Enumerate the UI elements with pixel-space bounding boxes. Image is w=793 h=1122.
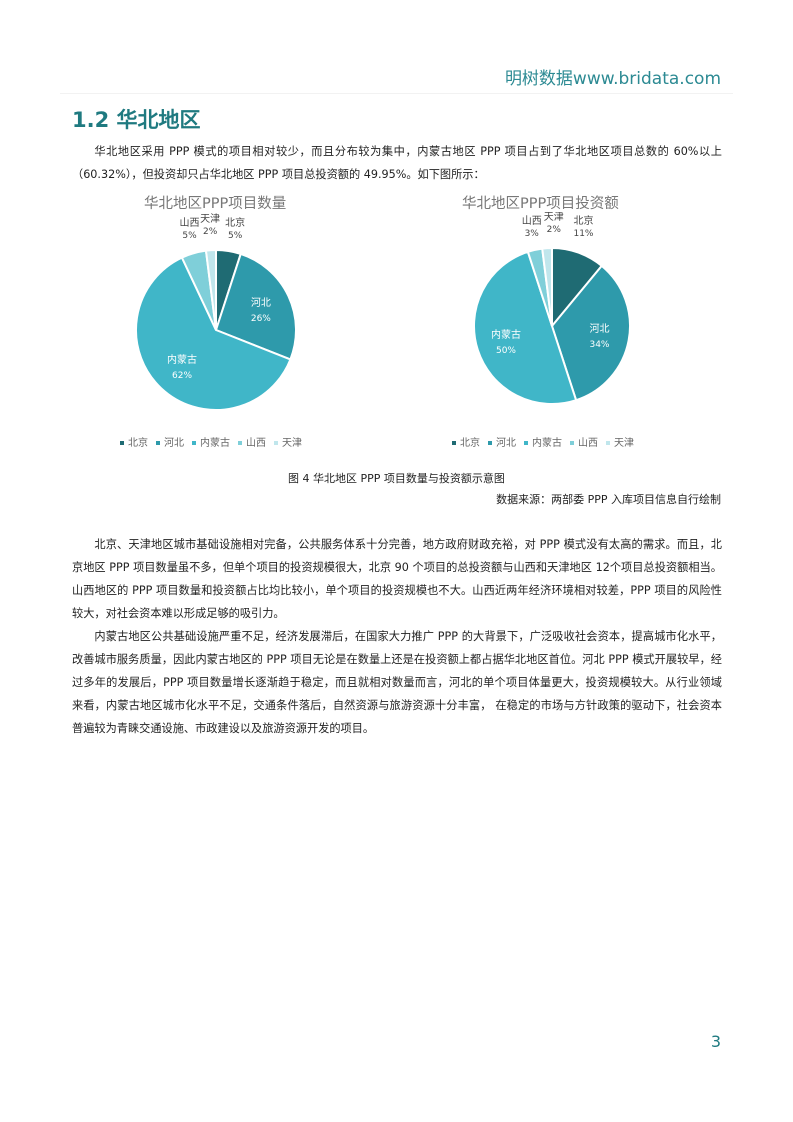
slice-label-category: 山西 bbox=[522, 215, 542, 227]
chart-title-count: 华北地区PPP项目数量 bbox=[144, 196, 287, 212]
legend-label: 北京 bbox=[460, 438, 480, 449]
legend-item: 北京 bbox=[120, 434, 148, 449]
slice-label-value: 2% bbox=[547, 225, 562, 235]
legend-swatch bbox=[238, 441, 242, 445]
pie-chart-investment: 河北 34% 内蒙古 50% 山西 3% 天津 2% 北京 11% bbox=[473, 212, 631, 405]
slice-label-category: 内蒙古 bbox=[167, 353, 197, 366]
slice-label-category: 河北 bbox=[590, 323, 610, 335]
page-number: 3 bbox=[710, 1032, 721, 1051]
legend-swatch bbox=[606, 441, 610, 445]
slice-label-category: 河北 bbox=[251, 297, 271, 309]
legend-label: 内蒙古 bbox=[200, 438, 230, 449]
figure-source: 数据来源：两部委 PPP 入库项目信息自行绘制 bbox=[496, 493, 721, 506]
slice-label-category: 天津 bbox=[544, 212, 564, 223]
brand-header: 明树数据www.bridata.com bbox=[504, 69, 721, 89]
slice-label-category: 山西 bbox=[179, 217, 199, 229]
slice-label-value: 26% bbox=[251, 314, 271, 324]
legend-swatch bbox=[488, 441, 492, 445]
legend-item: 北京 bbox=[452, 434, 480, 449]
legend-swatch bbox=[192, 441, 196, 445]
pie-slice-天津 bbox=[204, 248, 217, 331]
pie-slice-内蒙古 bbox=[473, 250, 578, 405]
legend-item: 内蒙古 bbox=[192, 434, 230, 449]
paragraph-2: 内蒙古地区公共基础设施严重不足，经济发展滞后，在国家大力推广 PPP 的大背景下… bbox=[72, 630, 722, 735]
slice-label-value: 3% bbox=[525, 229, 540, 239]
legend-investment: 北京 河北 内蒙古 山西 天津 bbox=[452, 434, 634, 449]
slice-label-category: 天津 bbox=[200, 213, 220, 225]
slice-label-value: 62% bbox=[172, 371, 192, 381]
section-title: 1.2 华北地区 bbox=[72, 108, 201, 132]
slice-label-value: 5% bbox=[182, 231, 197, 241]
legend-swatch bbox=[274, 441, 278, 445]
slice-label-value: 5% bbox=[228, 231, 243, 241]
slice-label-value: 11% bbox=[573, 229, 593, 239]
legend-swatch bbox=[452, 441, 456, 445]
legend-swatch bbox=[156, 441, 160, 445]
legend-label: 河北 bbox=[164, 438, 184, 449]
intro-paragraph: 华北地区采用 PPP 模式的项目相对较少，而且分布较为集中，内蒙古地区 PPP … bbox=[72, 145, 722, 181]
legend-item: 山西 bbox=[570, 434, 598, 449]
paragraph-1: 北京、天津地区城市基础设施相对完备，公共服务体系十分完善，地方政府财政充裕，对 … bbox=[72, 538, 722, 620]
legend-swatch bbox=[570, 441, 574, 445]
slice-label-category: 北京 bbox=[574, 214, 594, 227]
legend-label: 天津 bbox=[614, 438, 634, 449]
legend-item: 河北 bbox=[488, 434, 516, 449]
slice-label-category: 北京 bbox=[225, 216, 245, 229]
legend-label: 河北 bbox=[496, 438, 516, 449]
slice-label-value: 50% bbox=[496, 346, 516, 356]
figure-caption: 图 4 华北地区 PPP 项目数量与投资额示意图 bbox=[288, 472, 505, 485]
legend-label: 山西 bbox=[246, 438, 266, 449]
pie-slice-河北 bbox=[550, 264, 631, 402]
slice-label-value: 34% bbox=[589, 340, 609, 350]
legend-label: 山西 bbox=[578, 438, 598, 449]
legend-label: 内蒙古 bbox=[532, 438, 562, 449]
legend-item: 内蒙古 bbox=[524, 434, 562, 449]
slice-label-value: 2% bbox=[203, 227, 218, 237]
pie-slice-河北 bbox=[214, 252, 297, 361]
pie-slice-内蒙古 bbox=[135, 256, 292, 411]
legend-item: 天津 bbox=[274, 434, 302, 449]
pie-slice-天津 bbox=[541, 246, 553, 327]
chart-title-investment: 华北地区PPP项目投资额 bbox=[462, 196, 619, 212]
legend-label: 北京 bbox=[128, 438, 148, 449]
legend-count: 北京 河北 内蒙古 山西 天津 bbox=[120, 434, 302, 449]
legend-item: 天津 bbox=[606, 434, 634, 449]
header-divider bbox=[60, 93, 733, 94]
legend-label: 天津 bbox=[282, 438, 302, 449]
legend-item: 河北 bbox=[156, 434, 184, 449]
legend-swatch bbox=[120, 441, 124, 445]
legend-swatch bbox=[524, 441, 528, 445]
slice-label-category: 内蒙古 bbox=[491, 328, 521, 341]
legend-item: 山西 bbox=[238, 434, 266, 449]
